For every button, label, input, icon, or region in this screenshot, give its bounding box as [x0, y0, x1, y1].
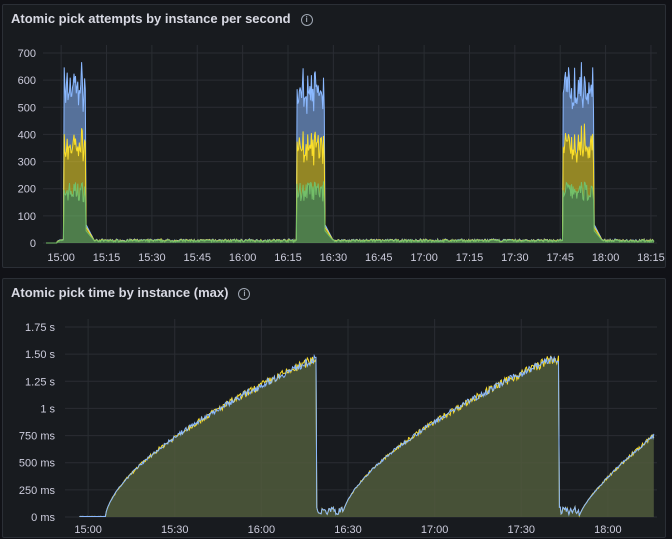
- x-tick-label: 16:45: [365, 252, 393, 264]
- y-tick-label: 1.50 s: [25, 349, 55, 361]
- y-tick-label: 400: [18, 129, 36, 141]
- panel-title[interactable]: Atomic pick attempts by instance per sec…: [11, 11, 313, 26]
- x-tick-label: 16:00: [229, 252, 257, 264]
- x-tick-label: 18:00: [594, 524, 622, 536]
- panel-title-text: Atomic pick attempts by instance per sec…: [11, 11, 291, 26]
- x-tick-label: 15:30: [161, 524, 189, 536]
- panel-pick-attempts[interactable]: Atomic pick attempts by instance per sec…: [2, 4, 666, 268]
- y-tick-label: 500: [18, 102, 36, 114]
- y-tick-label: 250 ms: [19, 485, 56, 497]
- y-tick-label: 700: [18, 48, 36, 60]
- x-tick-label: 17:00: [410, 252, 438, 264]
- series-green-line: [46, 181, 655, 244]
- x-tick-label: 17:45: [546, 252, 574, 264]
- info-icon[interactable]: i: [238, 288, 251, 300]
- x-tick-label: 15:00: [74, 524, 102, 536]
- y-tick-label: 1 s: [40, 403, 55, 415]
- x-tick-label: 15:00: [47, 252, 75, 264]
- x-tick-label: 16:15: [274, 252, 302, 264]
- series-blue-line: [79, 353, 655, 518]
- y-tick-label: 600: [18, 75, 36, 87]
- x-tick-label: 16:00: [248, 524, 276, 536]
- y-tick-label: 500 ms: [19, 458, 56, 470]
- panel-title[interactable]: Atomic pick time by instance (max) i: [11, 285, 251, 300]
- x-tick-label: 17:30: [501, 252, 529, 264]
- y-tick-label: 200: [18, 184, 36, 196]
- y-tick-label: 0 ms: [31, 512, 55, 524]
- x-tick-label: 17:30: [508, 524, 536, 536]
- y-tick-label: 1.75 s: [25, 322, 55, 334]
- x-tick-label: 16:30: [334, 524, 362, 536]
- x-tick-label: 18:00: [592, 252, 620, 264]
- x-tick-label: 17:15: [456, 252, 484, 264]
- x-tick-label: 16:30: [320, 252, 348, 264]
- x-tick-label: 18:15: [637, 252, 665, 264]
- pick-attempts-chart[interactable]: 700 600 500 400 300 200 100 0 15:00 15:15 15:30 15:…: [3, 5, 667, 269]
- x-tick-label: 15:30: [138, 252, 166, 264]
- y-tick-label: 100: [18, 211, 36, 223]
- series-area-fill: [79, 355, 654, 517]
- x-tick-label: 15:45: [183, 252, 211, 264]
- panel-title-text: Atomic pick time by instance (max): [11, 285, 229, 300]
- series-green-area: [46, 181, 654, 243]
- x-tick-label: 15:15: [93, 252, 121, 264]
- panel-pick-time[interactable]: Atomic pick time by instance (max) i 1.75…: [2, 278, 666, 538]
- y-tick-label: 300: [18, 157, 36, 169]
- y-tick-label: 1.25 s: [25, 376, 55, 388]
- pick-time-chart[interactable]: 1.75 s 1.50 s 1.25 s 1 s 750 ms 500 ms 250 ms 0…: [3, 279, 667, 539]
- x-tick-label: 17:00: [421, 524, 449, 536]
- series-yellow-line: [79, 355, 655, 518]
- y-tick-label: 0: [30, 238, 36, 250]
- info-icon[interactable]: i: [300, 14, 313, 26]
- y-tick-label: 750 ms: [19, 431, 56, 443]
